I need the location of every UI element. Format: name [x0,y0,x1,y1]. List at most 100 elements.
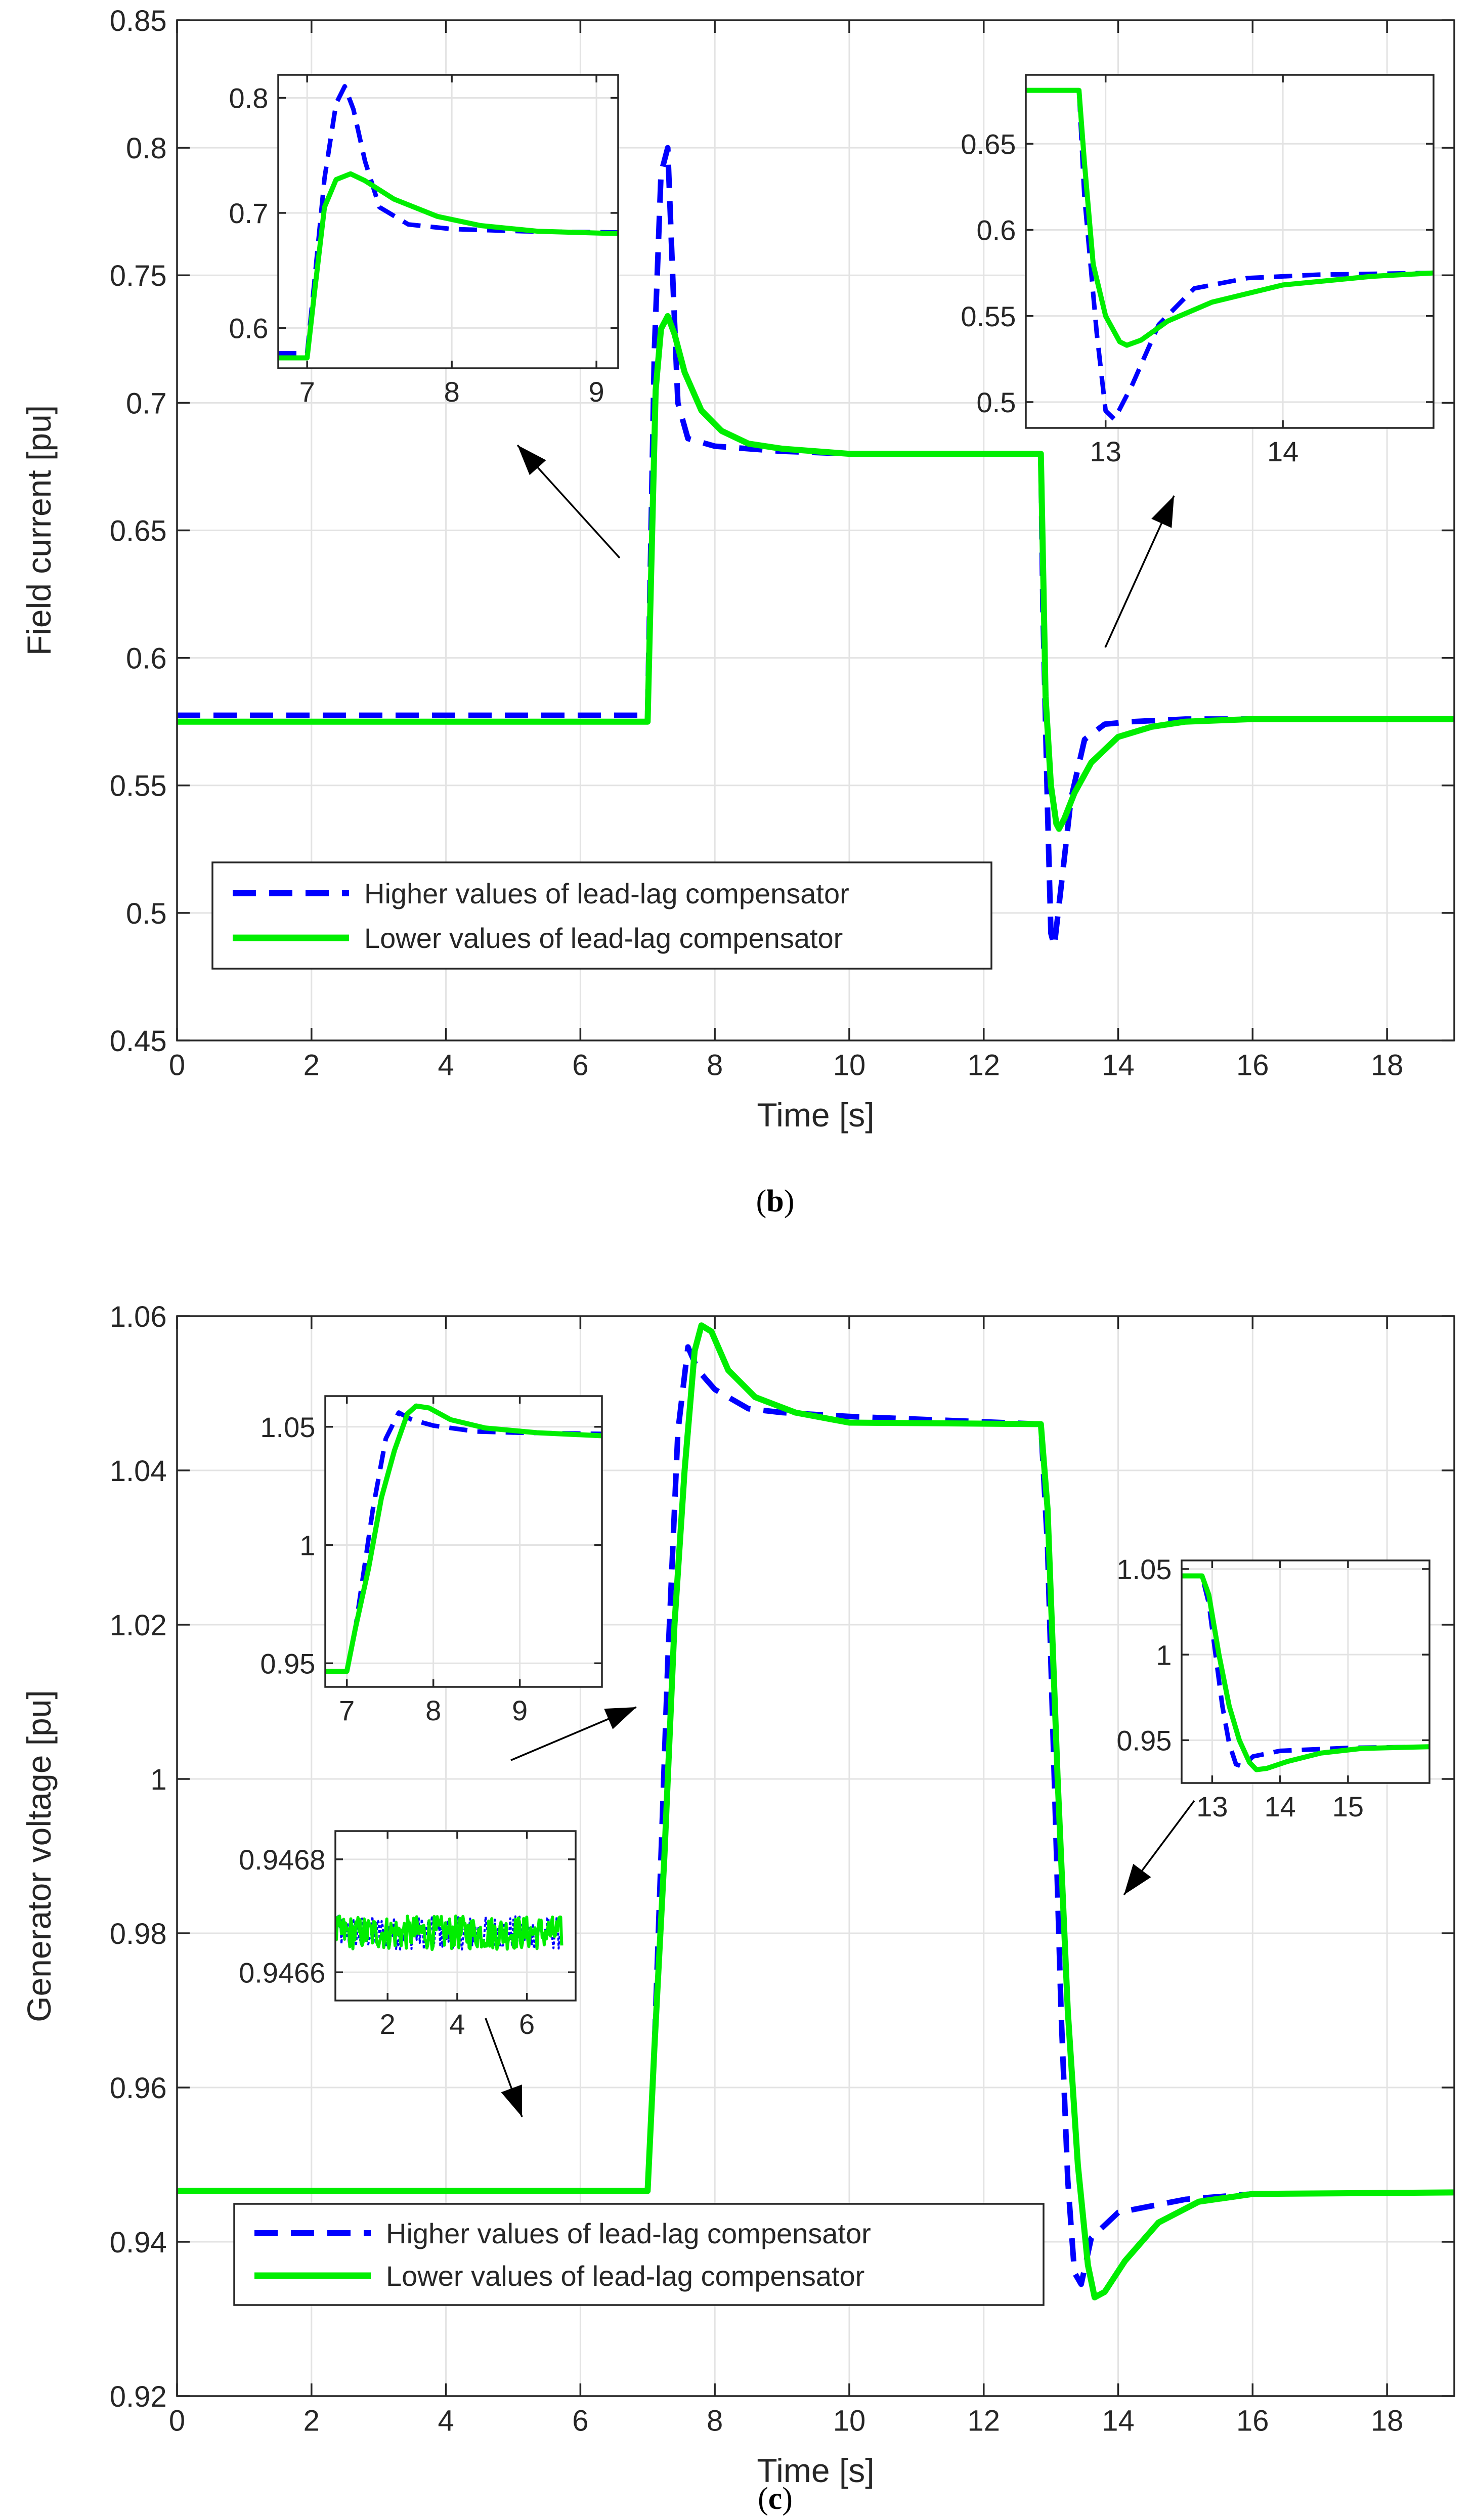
x-tick-label: 2 [304,2404,320,2437]
inset-x-tick-label: 9 [512,1695,528,1726]
inset-series-line-lower [278,171,618,361]
y-tick-label: 0.45 [110,1025,167,1058]
y-tick-label: 0.5 [126,897,167,930]
inset-0: 7 8 9 0.95 1 1.05 [260,1395,603,1726]
inset-x-tick-label: 6 [519,2008,535,2040]
inset-x-tick-label: 9 [589,376,604,408]
y-tick-label: 0.65 [110,514,167,547]
caption-letter: b [766,1184,784,1219]
y-tick-label: 0.75 [110,259,167,292]
inset-y-tick-label: 1.05 [1116,1553,1172,1585]
x-tick-label: 14 [1102,1049,1135,1081]
inset-grid [1182,1560,1429,1783]
inset-x-tick-label: 7 [299,376,315,408]
y-tick-label: 1.02 [110,1609,167,1642]
inset-axes-frame [334,1830,577,2002]
inset-series-line-lower [1182,1573,1429,1772]
inset-y-tick-label: 0.95 [260,1647,315,1679]
pointer-arrow-head [1151,496,1174,528]
y-tick-label: 1 [150,1763,166,1796]
inset-x-tick-label: 13 [1196,1791,1228,1822]
x-axis-label: Time [s] [757,2452,874,2489]
series-line-lower [177,313,1454,832]
x-tick-label: 0 [169,2404,185,2437]
inset-y-tick-label: 1 [299,1530,315,1561]
inset-1: 13 14 0.5 0.55 0.6 0.65 [961,74,1435,467]
inset-y-tick-label: 0.5 [977,386,1016,418]
inset-y-tick-label: 0.9466 [239,1957,325,1988]
inset-x-tick-label: 8 [444,376,460,408]
inset-series [335,1915,563,1951]
y-tick-label: 0.8 [126,132,167,165]
inset-series [325,1403,602,1674]
y-tick-label: 0.98 [110,1918,167,1950]
legend-box [211,861,992,970]
y-tick-label: 0.85 [110,5,167,37]
inset-x-tick-label: 4 [449,2008,465,2040]
panel-c-generator-voltage: 0 2 4 6 8 10 12 14 16 180.920.940.960.9811.021.04… [20,1300,1455,2516]
x-tick-label: 2 [304,1049,320,1081]
inset-series [1182,1573,1429,1772]
inset-series [278,84,618,361]
inset-0: 7 8 9 0.6 0.7 0.8 [229,74,619,408]
inset-y-tick-label: 0.7 [229,197,269,229]
x-tick-label: 12 [967,1049,1000,1081]
series-line-lower [177,1322,1455,2300]
inset-series-line-lower [325,1403,602,1674]
inset-x-tick-label: 14 [1265,1791,1296,1822]
series-line-higher [177,1344,1455,2287]
inset-y-tick-label: 0.8 [229,82,269,114]
x-tick-label: 8 [707,2404,723,2437]
y-tick-label: 0.96 [110,2072,167,2105]
inset-y-tick-label: 0.65 [961,128,1016,160]
y-tick-label: 0.92 [110,2380,167,2413]
pointer-arrow-head [604,1707,636,1729]
x-tick-label: 18 [1371,1049,1404,1081]
inset-grid [1026,75,1434,428]
legend: Higher values of lead-lag compensator Low… [211,861,992,970]
inset-series-line-higher [1026,88,1434,422]
x-tick-label: 18 [1371,2404,1404,2437]
pointer-arrow-head [517,445,546,475]
x-tick-label: 8 [707,1049,723,1081]
legend-box [233,2203,1045,2306]
x-axis-label: Time [s] [757,1096,874,1134]
legend-label: Higher values of lead-lag compensator [386,2218,871,2249]
legend-label: Higher values of lead-lag compensator [364,878,849,909]
inset-x-tick-label: 14 [1267,436,1298,467]
pointer-arrow-head [501,2084,522,2117]
inset-x-tick-label: 8 [425,1695,441,1726]
x-tick-label: 16 [1236,2404,1269,2437]
legend-label: Lower values of lead-lag compensator [364,922,843,954]
inset-x-tick-label: 2 [380,2008,396,2040]
inset-axes-frame [277,74,619,369]
inset-series-line-lower [335,1915,563,1951]
inset-x-tick-label: 15 [1332,1791,1364,1822]
y-tick-label: 0.55 [110,770,167,803]
inset-y-tick-label: 1.05 [260,1411,315,1443]
inset-2: 13 14 15 0.95 1 1.05 [1116,1553,1430,1822]
inset-y-tick-label: 0.55 [961,300,1016,332]
y-tick-label: 0.6 [126,642,167,675]
inset-axes-frame [324,1395,603,1688]
x-tick-label: 10 [833,1049,866,1081]
x-tick-label: 0 [169,1049,185,1081]
y-axis-label: Field current [pu] [20,405,58,656]
legend-label: Lower values of lead-lag compensator [386,2260,864,2292]
inset-x-tick-label: 13 [1090,436,1121,467]
panel-b-field-current: 0 2 4 6 8 10 12 14 16 18 0.45 0.5 0.55 0.6 0.65 0.7 0.75… [20,5,1455,1219]
x-tick-label: 10 [833,2404,866,2437]
x-tick-label: 14 [1102,2404,1135,2437]
inset-x-tick-label: 7 [339,1695,355,1726]
caption-letter: c [768,2482,783,2516]
x-tick-label: 6 [572,2404,588,2437]
x-tick-label: 12 [967,2404,1000,2437]
inset-series-line-lower [1026,88,1434,348]
inset-y-tick-label: 1 [1156,1639,1172,1671]
inset-y-tick-label: 0.9468 [239,1844,325,1876]
x-tick-label: 4 [438,1049,454,1081]
figure-caption: (c) [758,2482,793,2516]
inset-plot-area [1026,75,1434,428]
x-tick-label: 4 [438,2404,454,2437]
